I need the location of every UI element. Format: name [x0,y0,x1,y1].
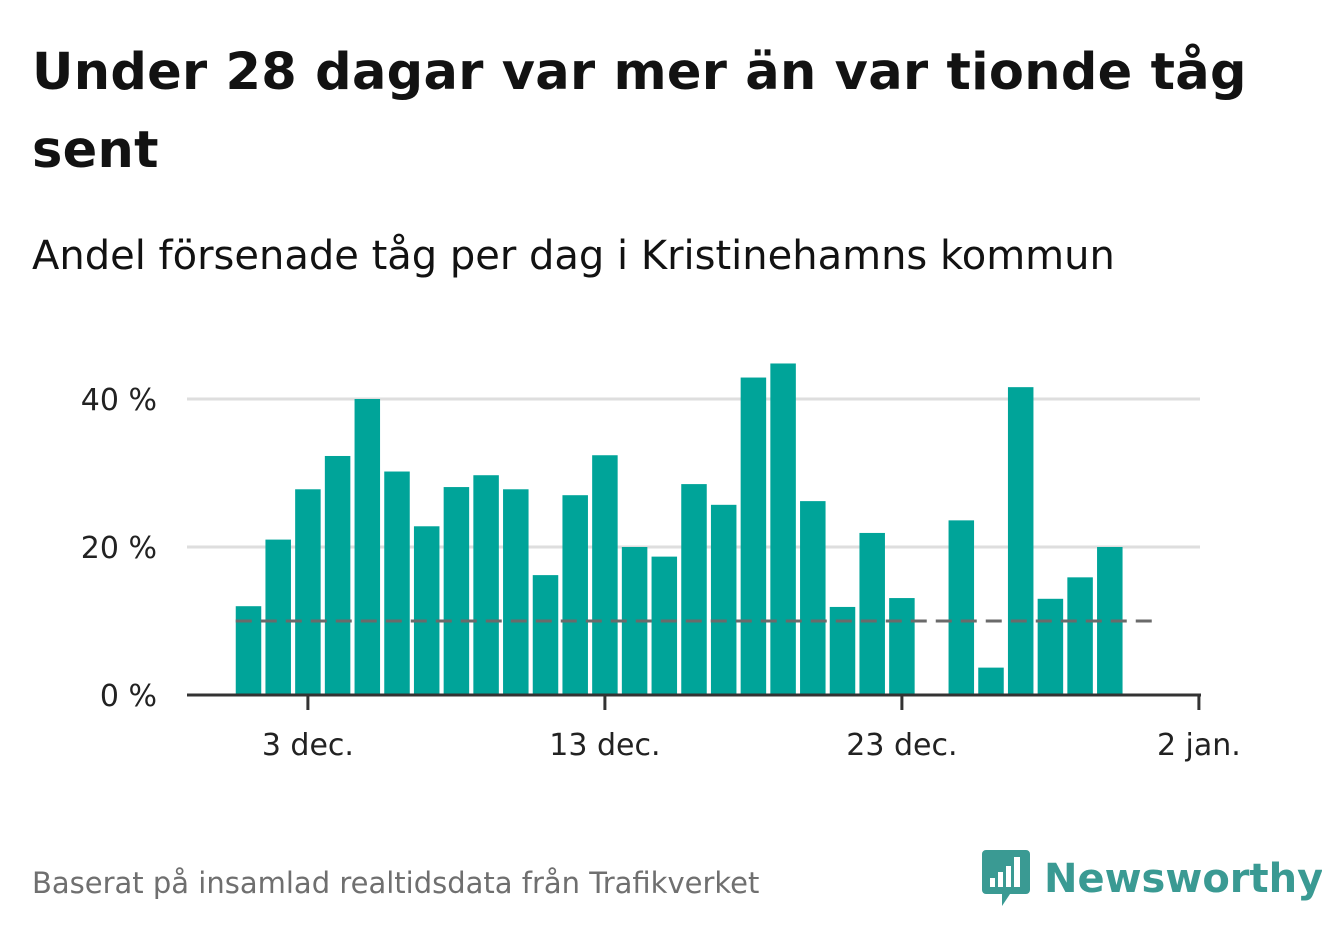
newsworthy-logo-icon [982,850,1030,906]
x-tick-label: 23 dec. [846,728,957,763]
source-note: Baserat på insamlad realtidsdata från Tr… [32,866,760,900]
x-tick-label: 13 dec. [549,728,660,763]
bar [859,532,885,695]
bar [651,556,678,695]
tick-labels: 3 dec. 13 dec. 23 dec. 2 jan. 0 % 20 % 40 % [81,383,1241,763]
bar [1067,577,1093,695]
bar [681,484,707,695]
axes [187,693,1201,710]
bar [592,455,618,695]
bar [324,455,351,695]
chart-subtitle: Andel försenade tåg per dag i Kristineha… [32,233,1115,279]
bar [384,471,410,695]
bar [1037,598,1064,695]
bar [710,504,737,695]
bar [770,363,796,695]
bar [532,575,559,695]
bar [295,489,321,695]
bar [503,489,529,695]
bar [265,539,291,695]
bar [562,495,588,695]
brand-logo: Newsworthy [980,848,1322,910]
bar [413,526,440,695]
y-tick-label: 20 % [81,531,157,566]
bar [889,598,915,695]
brand-name: Newsworthy [1044,856,1322,902]
y-tick-label: 40 % [81,383,157,418]
bars [235,363,1123,695]
y-tick-label: 0 % [100,679,157,714]
x-tick-label: 3 dec. [262,728,354,763]
chart-title: Under 28 dagar var mer än var tionde tåg… [32,43,1247,180]
x-tick-label: 2 jan. [1157,728,1241,763]
bar [443,487,470,695]
bar [1007,387,1034,695]
bar-chart: 3 dec. 13 dec. 23 dec. 2 jan. 0 % 20 % 40 % [81,363,1241,763]
bar [800,501,826,695]
bar [948,520,975,695]
bar [354,399,381,695]
bar [740,377,767,695]
bar [473,475,499,695]
bar [978,667,1004,695]
